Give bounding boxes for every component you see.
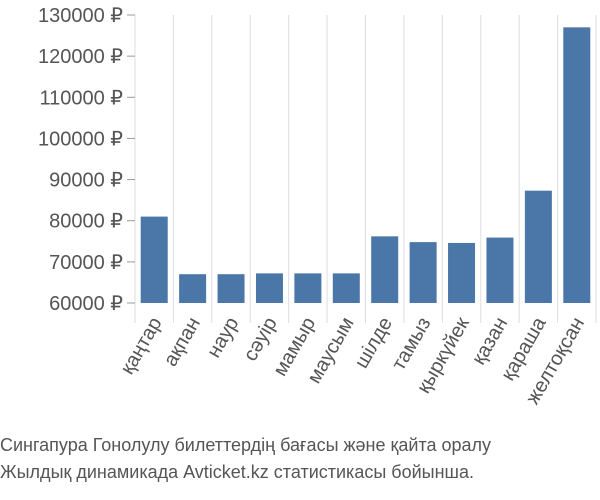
y-tick-label: 110000 ₽ bbox=[39, 87, 123, 109]
caption-line-2: Жылдық динамикада Avticket.kz статистика… bbox=[0, 462, 474, 482]
y-axis: 60000 ₽ 70000 ₽ 80000 ₽ 90000 ₽ 100000 ₽ 1100… bbox=[38, 5, 135, 315]
x-tick-label: наур bbox=[203, 314, 243, 362]
y-tick-label: 120000 ₽ bbox=[38, 46, 123, 68]
y-tick-label: 130000 ₽ bbox=[38, 5, 123, 27]
bar bbox=[409, 242, 437, 303]
x-tick-label: ақпан bbox=[159, 314, 204, 371]
bar bbox=[255, 273, 283, 303]
y-tick-label: 60000 ₽ bbox=[49, 293, 123, 315]
bar bbox=[371, 236, 399, 303]
grid-lines bbox=[134, 15, 597, 323]
bar bbox=[486, 237, 514, 303]
y-tick-label: 90000 ₽ bbox=[49, 170, 123, 192]
x-axis: қаңтарақпаннаурсәуірмамырмаусымшілдетамы… bbox=[116, 313, 589, 408]
bars bbox=[140, 27, 591, 303]
bar bbox=[332, 273, 360, 303]
bar bbox=[179, 274, 207, 303]
bar bbox=[448, 242, 476, 303]
bar bbox=[563, 27, 591, 303]
bar bbox=[140, 216, 168, 303]
y-tick-label: 100000 ₽ bbox=[38, 128, 123, 150]
bar bbox=[217, 274, 245, 303]
bar bbox=[524, 190, 552, 303]
x-tick-label: қаңтар bbox=[116, 314, 166, 379]
y-tick-label: 80000 ₽ bbox=[49, 211, 123, 233]
caption-line-1: Сингапура Гонолулу билеттердің бағасы жә… bbox=[0, 435, 492, 455]
y-tick-label: 70000 ₽ bbox=[49, 252, 123, 274]
bar bbox=[294, 273, 322, 303]
